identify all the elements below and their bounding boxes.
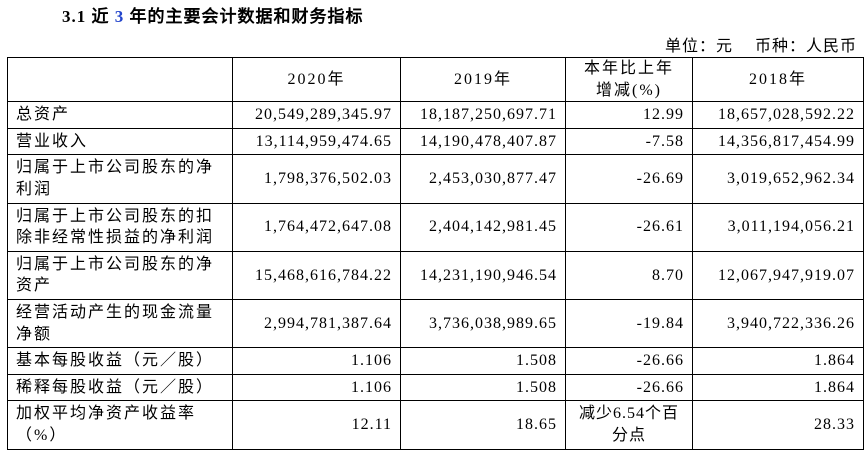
row-label: 归属于上市公司股东的净资产 [7,250,233,300]
value-change: -7.58 [565,127,693,156]
row-label: 归属于上市公司股东的扣除非经常性损益的净利润 [7,202,233,252]
section-title: 3.1 近 3 年的主要会计数据和财务指标 [62,2,364,27]
value-2020: 12.11 [232,400,401,450]
value-2018: 14,356,817,454.99 [692,127,864,156]
table-header-row: 2020年 2019年 本年比上年增减(%) 2018年 [7,56,864,103]
header-2019: 2019年 [400,56,566,103]
value-2018: 3,940,722,336.26 [692,298,864,349]
value-2020: 1,764,472,647.08 [232,202,401,252]
value-2019: 2,453,030,877.47 [400,154,566,204]
header-2020: 2020年 [232,56,401,103]
table-row-diluted-eps: 稀释每股收益（元／股） 1.106 1.508 -26.66 1.864 [7,373,864,402]
value-2018: 3,019,652,962.34 [692,154,864,204]
value-change: -26.66 [565,373,693,402]
header-2018: 2018年 [692,56,864,103]
row-label: 总资产 [7,101,233,129]
value-change: 8.70 [565,250,693,300]
value-2018: 12,067,947,919.07 [692,250,864,300]
row-label: 基本每股收益（元／股） [7,347,233,375]
section-title-prefix: 3.1 近 [62,7,115,26]
header-blank [7,56,233,103]
value-2018: 1.864 [692,373,864,402]
value-2019: 14,231,190,946.54 [400,250,566,300]
value-2019: 1.508 [400,373,566,402]
value-2019: 1.508 [400,347,566,375]
financial-indicators-table: 2020年 2019年 本年比上年增减(%) 2018年 总资产 20,549,… [7,56,864,450]
header-yoy-change: 本年比上年增减(%) [565,56,693,103]
value-2020: 1.106 [232,347,401,375]
table-row-operating-cash-flow: 经营活动产生的现金流量净额 2,994,781,387.64 3,736,038… [7,298,864,349]
value-2020: 1.106 [232,373,401,402]
value-change: -26.61 [565,202,693,252]
value-change: -19.84 [565,298,693,349]
value-2020: 20,549,289,345.97 [232,101,401,129]
table-row-net-assets: 归属于上市公司股东的净资产 15,468,616,784.22 14,231,1… [7,250,864,300]
table-row-total-assets: 总资产 20,549,289,345.97 18,187,250,697.71 … [7,101,864,129]
value-2018: 3,011,194,056.21 [692,202,864,252]
value-2019: 3,736,038,989.65 [400,298,566,349]
table-row-net-profit-excl-nonrecurring: 归属于上市公司股东的扣除非经常性损益的净利润 1,764,472,647.08 … [7,202,864,252]
value-change: 减少6.54个百分点 [565,400,693,450]
value-2020: 1,798,376,502.03 [232,154,401,204]
value-2018: 18,657,028,592.22 [692,101,864,129]
row-label: 归属于上市公司股东的净利润 [7,154,233,204]
row-label: 稀释每股收益（元／股） [7,373,233,402]
section-title-suffix: 年的主要会计数据和财务指标 [124,7,364,26]
row-label: 经营活动产生的现金流量净额 [7,298,233,349]
value-2019: 18.65 [400,400,566,450]
row-label: 营业收入 [7,127,233,156]
value-2019: 18,187,250,697.71 [400,101,566,129]
value-2019: 14,190,478,407.87 [400,127,566,156]
value-2018: 1.864 [692,347,864,375]
value-change: -26.66 [565,347,693,375]
value-change: -26.69 [565,154,693,204]
value-2020: 15,468,616,784.22 [232,250,401,300]
value-2020: 13,114,959,474.65 [232,127,401,156]
section-title-year-count: 3 [114,7,125,26]
value-change: 12.99 [565,101,693,129]
value-2018: 28.33 [692,400,864,450]
table-row-basic-eps: 基本每股收益（元／股） 1.106 1.508 -26.66 1.864 [7,347,864,375]
value-2020: 2,994,781,387.64 [232,298,401,349]
value-2019: 2,404,142,981.45 [400,202,566,252]
table-row-net-profit: 归属于上市公司股东的净利润 1,798,376,502.03 2,453,030… [7,154,864,204]
table-row-weighted-avg-roe: 加权平均净资产收益率（%） 12.11 18.65 减少6.54个百分点 28.… [7,400,864,450]
unit-currency-note: 单位：元 币种：人民币 [664,38,857,55]
table-row-operating-revenue: 营业收入 13,114,959,474.65 14,190,478,407.87… [7,127,864,156]
row-label: 加权平均净资产收益率（%） [7,400,233,450]
